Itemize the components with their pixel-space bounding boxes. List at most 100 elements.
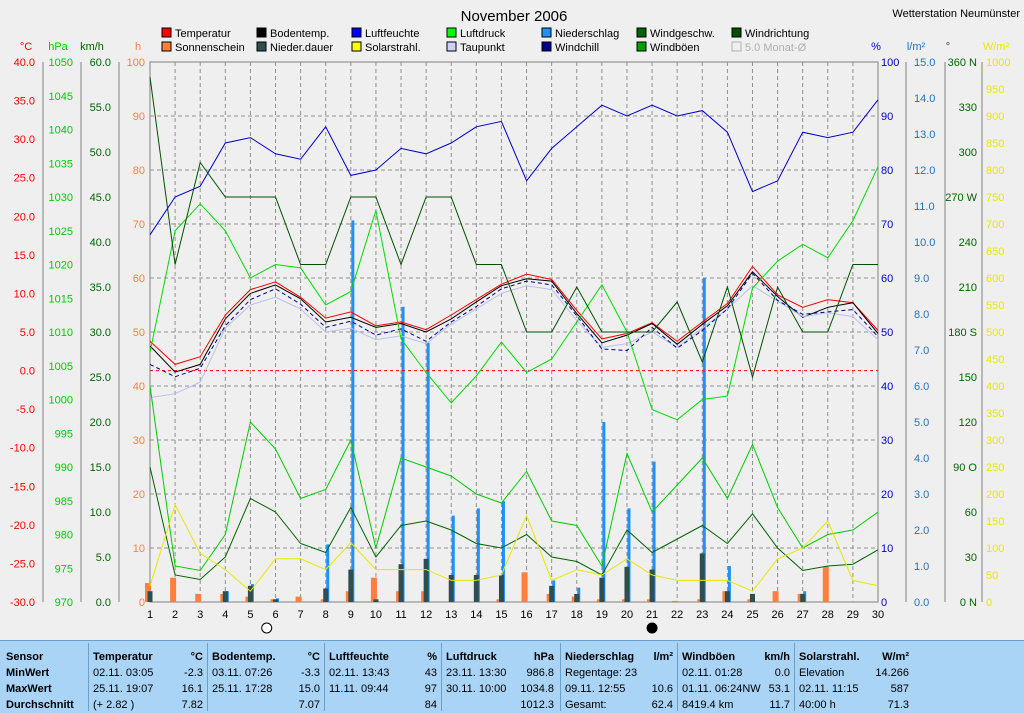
tick-label: -10.0	[10, 443, 35, 455]
stats-cell-label: 25.11. 19:07	[93, 683, 154, 695]
tick-label: 980	[55, 530, 73, 542]
stats-cell-value: 16.1	[181, 683, 203, 695]
day-label: 11	[395, 609, 406, 621]
tick-label: 2.0	[914, 525, 929, 537]
tick-label: 8.0	[914, 309, 929, 321]
bar-niederschlag	[501, 501, 505, 602]
statistics-panel: Sensor MinWert MaxWert Durchschnitt Temp…	[0, 640, 1024, 713]
bar-niederschlag	[451, 515, 455, 602]
bar-niederdauer	[749, 593, 755, 602]
tick-label: 970	[55, 597, 73, 609]
tick-label: 300	[959, 147, 977, 159]
bar-niederdauer	[724, 591, 730, 602]
legend-label: Luftfeuchte	[365, 28, 419, 40]
stats-header: Windböen	[682, 651, 736, 663]
legend-label: Nieder.dauer	[270, 42, 333, 54]
stats-luftfeuchte-column: Luftfeuchte% 02.11. 13:43 43 11.11. 09:44 97…	[324, 643, 441, 711]
axis-hpa: 1050 1045 1040 1035 1030 1025 1020 1015 1010 1005…	[49, 57, 73, 609]
tick-label: 1000	[49, 395, 73, 407]
bar-niederdauer	[699, 553, 705, 602]
series-line-luftdruck	[149, 166, 879, 421]
day-label: 15	[495, 609, 507, 621]
tick-label: 200	[986, 489, 1004, 501]
tick-label: 15.0	[914, 57, 935, 69]
tick-label: 90	[133, 111, 145, 123]
legend-swatch	[256, 41, 267, 52]
tick-label: 990	[55, 462, 73, 474]
day-label: 12	[420, 609, 432, 621]
tick-label: 250	[986, 462, 1004, 474]
axis-solar: 1000950900850800750700650600550500450400…	[986, 57, 1010, 609]
tick-label: 1025	[49, 226, 73, 238]
legend-label: Windböen	[650, 42, 700, 54]
bar-series	[145, 220, 829, 602]
axis-temp: 40.0 35.0 30.0 25.0 20.0 15.0 10.0 5.0 0.0 -5.0 -1…	[10, 57, 35, 609]
stats-cell-value: 62.4	[651, 699, 673, 711]
bar-niederdauer	[574, 593, 580, 602]
bar-niederdauer	[247, 585, 253, 602]
bar-niederdauer	[549, 585, 555, 602]
bar-niederdauer	[649, 569, 655, 602]
series-line-luftfeuchte	[149, 99, 879, 236]
legend-label: Windrichtung	[745, 28, 809, 40]
day-label: 28	[822, 609, 834, 621]
tick-label: 70	[881, 219, 893, 231]
bar-niederdauer	[222, 591, 228, 602]
stats-bodentemp-column: Bodentemp. °C 03.11. 07:26 -3.3 25.11. 17:28…	[207, 643, 324, 711]
tick-label: 1020	[49, 260, 73, 272]
tick-label: 975	[55, 563, 73, 575]
legend-swatch	[161, 27, 172, 38]
tick-label: 25.0	[14, 173, 35, 185]
stats-cell-value: -2.3	[184, 667, 203, 679]
axis-kmh: 60.0 55.0 50.0 45.0 40.0 35.0 30.0 25.0 20.0 15.0…	[90, 57, 111, 609]
stats-unit: %	[427, 651, 437, 663]
tick-label: 4.0	[914, 453, 929, 465]
day-label: 24	[721, 609, 733, 621]
tick-label: 0.0	[20, 366, 35, 378]
tick-label: 60	[965, 507, 977, 519]
day-label: 29	[847, 609, 859, 621]
unit-label: °C	[20, 41, 32, 53]
day-label: 10	[370, 609, 382, 621]
tick-label: 5.0	[20, 327, 35, 339]
tick-label: 10.0	[914, 237, 935, 249]
tick-label: -25.0	[10, 558, 35, 570]
day-label: 5	[247, 609, 253, 621]
tick-label: 3.0	[914, 489, 929, 501]
stats-cell-value: 0.0	[774, 667, 790, 679]
tick-label: 20.0	[90, 417, 111, 429]
bar-niederschlag	[727, 566, 731, 602]
tick-label: 20	[133, 489, 145, 501]
tick-label: 0.0	[96, 597, 111, 609]
stats-label-min: MinWert	[6, 667, 50, 679]
tick-label: 35.0	[14, 96, 35, 108]
stats-solarstrahl-column: Solarstrahl. W/m² Elevation 14.266 02.11. 11…	[794, 643, 913, 711]
weather-chart: November 2006 Wetterstation Neumünster Tem…	[10, 8, 1020, 634]
tick-label: 14.0	[914, 93, 935, 105]
stats-cell-value: 7.82	[181, 699, 203, 711]
stats-cell-label: 11.11. 09:44	[329, 683, 389, 695]
tick-label: 0.0	[914, 597, 929, 609]
tick-label: 240	[959, 237, 977, 249]
tick-label: 800	[986, 165, 1004, 177]
tick-label: 1040	[49, 125, 73, 137]
bar-niederschlag	[702, 278, 706, 602]
tick-label: 1015	[49, 293, 73, 305]
bar-niederdauer	[448, 575, 454, 602]
bar-sonnenschein	[521, 572, 528, 602]
bar-sonnenschein	[772, 591, 779, 602]
bar-niederschlag	[326, 544, 330, 602]
stats-header: Luftfeuchte	[329, 651, 389, 663]
day-label: 14	[470, 609, 482, 621]
tick-label: 50.0	[90, 147, 111, 159]
tick-label: 150	[986, 516, 1004, 528]
stats-cell-label: 8419.4 km	[682, 699, 734, 711]
stats-unit: km/h	[764, 651, 790, 663]
day-label: 13	[445, 609, 457, 621]
day-label: 2	[172, 609, 178, 621]
stats-cell-value: 1012.3	[520, 699, 554, 711]
bar-niederdauer	[348, 569, 354, 602]
legend-label: Niederschlag	[555, 28, 619, 40]
legend-label: Luftdruck	[460, 28, 506, 40]
